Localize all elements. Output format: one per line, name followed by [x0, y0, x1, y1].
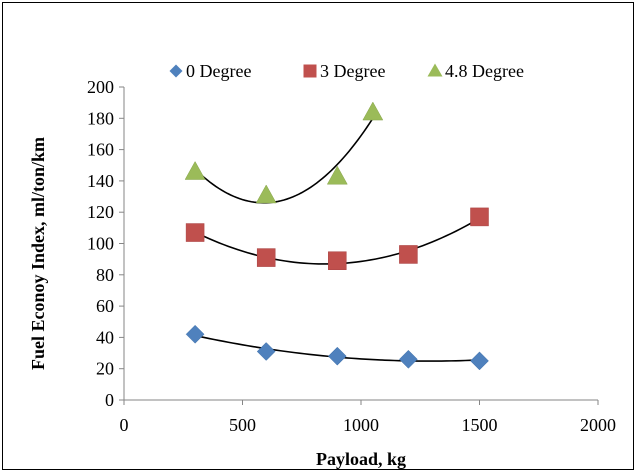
data-point	[470, 207, 489, 227]
y-tick-label: 200	[87, 77, 114, 97]
y-tick-label: 180	[87, 108, 114, 128]
legend-label: 0 Degree	[186, 61, 251, 81]
x-axis-label: Payload, kg	[316, 449, 406, 469]
legend-item: 0 Degree	[169, 61, 251, 81]
data-point	[326, 165, 348, 185]
data-point	[185, 324, 205, 344]
series-3-degree	[185, 207, 489, 270]
data-point	[399, 349, 418, 369]
y-tick-label: 80	[96, 265, 114, 285]
legend-marker	[303, 64, 317, 78]
x-tick-label: 0	[120, 415, 129, 435]
legend-item: 4.8 Degree	[427, 61, 524, 81]
chart-frame	[2, 2, 634, 470]
data-point	[362, 101, 384, 121]
data-point	[256, 248, 276, 267]
data-point	[327, 346, 347, 366]
data-point	[255, 184, 277, 204]
y-tick-label: 20	[96, 359, 114, 379]
legend-marker	[427, 63, 443, 77]
legend-label: 4.8 Degree	[445, 61, 524, 81]
data-point	[328, 251, 347, 270]
x-tick-label: 2000	[580, 415, 616, 435]
y-tick-label: 100	[87, 234, 114, 254]
data-point	[256, 342, 276, 361]
y-tick-label: 40	[96, 327, 114, 347]
legend-marker	[169, 64, 183, 78]
series-4-8-degree	[184, 101, 384, 204]
data-point	[185, 223, 205, 242]
legend: 0 Degree 3 Degree 4.8 Degree	[169, 61, 524, 81]
y-tick-label: 0	[105, 390, 114, 410]
chart-marks	[184, 101, 489, 371]
x-tick-label: 500	[229, 415, 256, 435]
legend-item: 3 Degree	[303, 61, 385, 81]
y-tick-label: 120	[87, 202, 114, 222]
data-point	[399, 245, 418, 264]
trendline	[194, 117, 374, 204]
x-tick-label: 1000	[343, 415, 379, 435]
y-tick-label: 140	[87, 171, 114, 191]
y-tick-label: 60	[96, 296, 114, 316]
data-point	[184, 160, 206, 180]
y-axis-label: Fuel Econoy Index, ml/ton/km	[28, 137, 48, 370]
y-tick-label: 160	[87, 140, 114, 160]
data-point	[470, 351, 489, 371]
x-tick-label: 1500	[462, 415, 498, 435]
series-0-degree	[185, 324, 489, 371]
legend-label: 3 Degree	[320, 61, 385, 81]
